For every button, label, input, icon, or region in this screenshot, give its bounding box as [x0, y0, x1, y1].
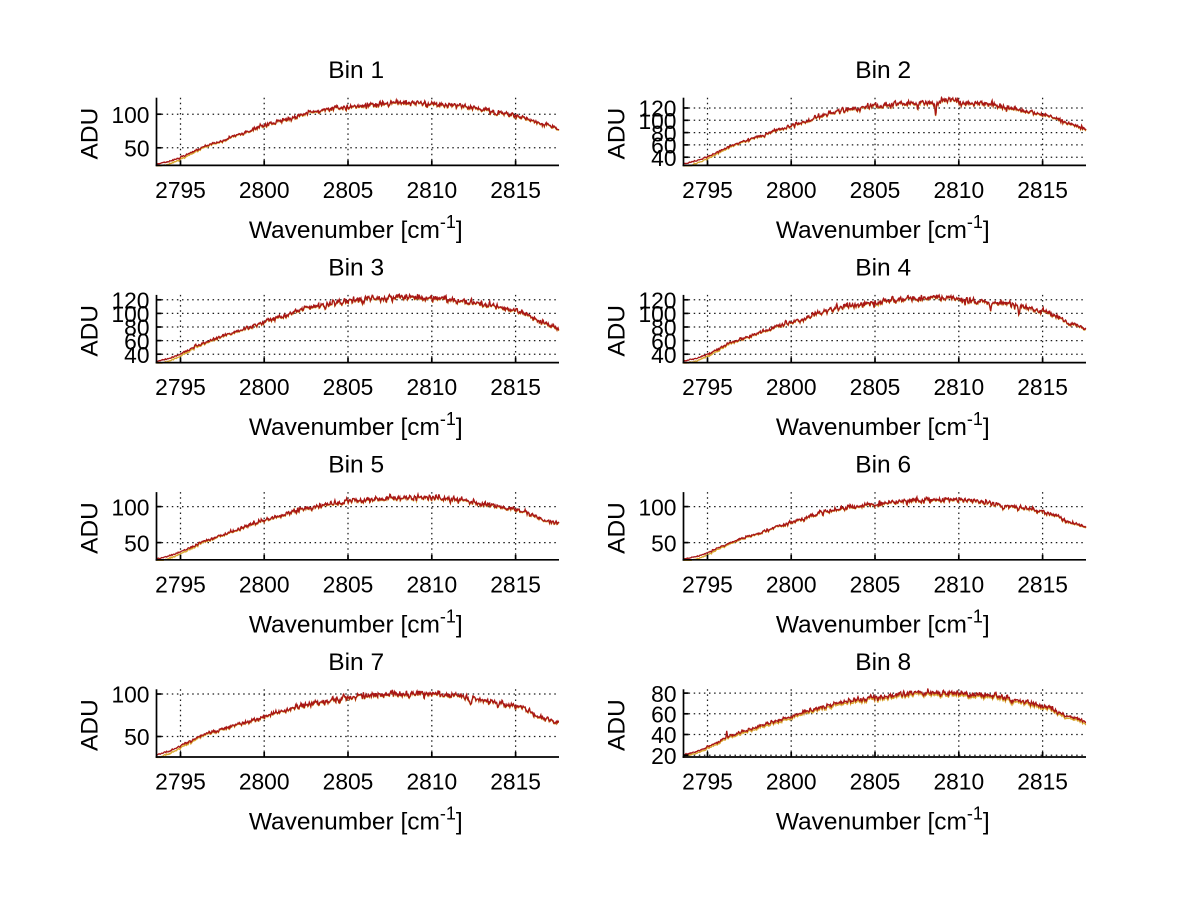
- svg-text:2800: 2800: [766, 177, 817, 203]
- svg-text:2795: 2795: [155, 769, 206, 795]
- svg-text:2805: 2805: [850, 374, 901, 400]
- svg-text:Bin 7: Bin 7: [328, 649, 384, 676]
- svg-text:2805: 2805: [323, 374, 374, 400]
- svg-text:2810: 2810: [933, 374, 984, 400]
- svg-text:40: 40: [651, 145, 676, 171]
- svg-text:100: 100: [111, 102, 149, 128]
- svg-text:40: 40: [651, 342, 676, 368]
- svg-text:Wavenumber [cm-1]: Wavenumber [cm-1]: [249, 804, 463, 836]
- svg-text:2810: 2810: [406, 769, 457, 795]
- svg-text:2815: 2815: [1017, 769, 1068, 795]
- svg-text:Bin 6: Bin 6: [855, 452, 911, 479]
- svg-text:Bin 4: Bin 4: [855, 254, 911, 281]
- svg-text:2795: 2795: [155, 374, 206, 400]
- svg-text:2805: 2805: [850, 177, 901, 203]
- svg-text:Wavenumber [cm-1]: Wavenumber [cm-1]: [776, 606, 990, 638]
- svg-text:Wavenumber [cm-1]: Wavenumber [cm-1]: [249, 409, 463, 441]
- svg-text:2800: 2800: [766, 374, 817, 400]
- svg-text:2815: 2815: [490, 177, 541, 203]
- svg-text:2805: 2805: [850, 571, 901, 597]
- svg-text:120: 120: [111, 288, 149, 314]
- svg-text:100: 100: [111, 494, 149, 520]
- svg-text:2795: 2795: [682, 571, 733, 597]
- svg-text:2810: 2810: [406, 571, 457, 597]
- svg-text:100: 100: [638, 108, 676, 134]
- svg-text:Bin 8: Bin 8: [855, 649, 911, 676]
- svg-text:2815: 2815: [1017, 177, 1068, 203]
- svg-text:2800: 2800: [239, 769, 290, 795]
- svg-text:ADU: ADU: [77, 108, 104, 160]
- svg-text:Bin 2: Bin 2: [855, 57, 911, 84]
- svg-text:80: 80: [651, 315, 676, 341]
- svg-text:2810: 2810: [933, 571, 984, 597]
- svg-text:2815: 2815: [1017, 571, 1068, 597]
- svg-text:2815: 2815: [1017, 374, 1068, 400]
- svg-text:50: 50: [124, 724, 149, 750]
- svg-text:100: 100: [111, 301, 149, 327]
- svg-text:ADU: ADU: [604, 699, 631, 751]
- svg-text:2795: 2795: [155, 177, 206, 203]
- svg-text:60: 60: [124, 328, 149, 354]
- svg-text:100: 100: [638, 301, 676, 327]
- svg-text:2800: 2800: [239, 374, 290, 400]
- svg-text:120: 120: [638, 96, 676, 122]
- svg-text:50: 50: [651, 530, 676, 556]
- svg-text:60: 60: [651, 702, 676, 728]
- svg-text:2795: 2795: [682, 769, 733, 795]
- svg-text:Wavenumber [cm-1]: Wavenumber [cm-1]: [249, 606, 463, 638]
- svg-text:60: 60: [651, 133, 676, 159]
- svg-text:ADU: ADU: [604, 502, 631, 554]
- svg-text:2805: 2805: [323, 571, 374, 597]
- svg-text:2795: 2795: [682, 177, 733, 203]
- svg-text:ADU: ADU: [77, 502, 104, 554]
- svg-text:80: 80: [124, 315, 149, 341]
- svg-text:100: 100: [111, 682, 149, 708]
- svg-text:Bin 5: Bin 5: [328, 452, 384, 479]
- svg-text:2815: 2815: [490, 374, 541, 400]
- svg-text:100: 100: [638, 494, 676, 520]
- svg-text:80: 80: [651, 681, 676, 707]
- svg-text:60: 60: [651, 328, 676, 354]
- svg-text:2800: 2800: [766, 571, 817, 597]
- svg-text:Wavenumber [cm-1]: Wavenumber [cm-1]: [249, 212, 463, 244]
- svg-text:2815: 2815: [490, 769, 541, 795]
- svg-text:ADU: ADU: [77, 699, 104, 751]
- svg-text:50: 50: [124, 136, 149, 162]
- svg-text:2800: 2800: [239, 571, 290, 597]
- svg-text:2800: 2800: [766, 769, 817, 795]
- svg-text:50: 50: [124, 530, 149, 556]
- svg-text:2795: 2795: [155, 571, 206, 597]
- svg-text:Bin 3: Bin 3: [328, 254, 384, 281]
- svg-text:40: 40: [124, 342, 149, 368]
- svg-text:120: 120: [638, 288, 676, 314]
- svg-text:Bin 1: Bin 1: [328, 57, 384, 84]
- svg-text:2810: 2810: [406, 177, 457, 203]
- svg-text:2815: 2815: [490, 571, 541, 597]
- svg-text:40: 40: [651, 722, 676, 748]
- svg-text:2810: 2810: [933, 769, 984, 795]
- svg-text:2810: 2810: [406, 374, 457, 400]
- svg-text:Wavenumber [cm-1]: Wavenumber [cm-1]: [776, 409, 990, 441]
- svg-text:ADU: ADU: [604, 108, 631, 160]
- svg-text:2805: 2805: [323, 769, 374, 795]
- svg-text:ADU: ADU: [77, 305, 104, 357]
- svg-text:Wavenumber [cm-1]: Wavenumber [cm-1]: [776, 804, 990, 836]
- svg-text:80: 80: [651, 120, 676, 146]
- svg-text:20: 20: [651, 743, 676, 769]
- svg-text:2810: 2810: [933, 177, 984, 203]
- svg-text:ADU: ADU: [604, 305, 631, 357]
- svg-text:2795: 2795: [682, 374, 733, 400]
- svg-text:Wavenumber [cm-1]: Wavenumber [cm-1]: [776, 212, 990, 244]
- svg-text:2805: 2805: [850, 769, 901, 795]
- svg-text:2805: 2805: [323, 177, 374, 203]
- svg-text:2800: 2800: [239, 177, 290, 203]
